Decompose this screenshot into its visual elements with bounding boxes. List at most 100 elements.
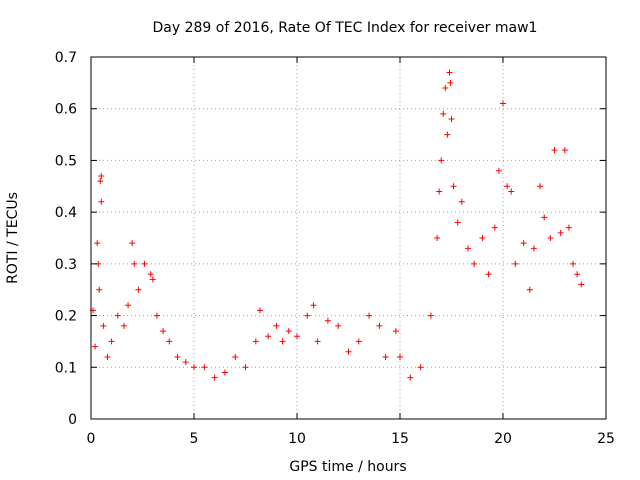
data-point [335, 322, 342, 329]
data-point [120, 322, 127, 329]
data-point [221, 369, 228, 376]
x-tick-label: 5 [190, 431, 199, 447]
y-tick-label: 0 [68, 412, 77, 428]
data-point [557, 229, 564, 236]
data-point [570, 260, 577, 267]
data-point [504, 183, 511, 190]
plot-frame [90, 56, 607, 420]
x-tick-label: 25 [597, 431, 615, 447]
data-point [310, 302, 317, 309]
data-point [464, 245, 471, 252]
data-point [265, 333, 272, 340]
data-point [98, 172, 105, 179]
data-point [436, 188, 443, 195]
data-point [294, 333, 300, 340]
data-point [491, 224, 498, 231]
x-tick-labels: 0 5 10 15 20 25 [87, 431, 615, 447]
data-point [182, 359, 189, 366]
data-point [108, 338, 115, 345]
x-tick-label: 0 [87, 431, 96, 447]
data-point [104, 353, 111, 360]
data-point [135, 286, 142, 293]
data-point [454, 219, 461, 226]
y-tick-label: 0.6 [55, 102, 77, 118]
data-point [447, 79, 454, 86]
data-point [442, 85, 449, 92]
y-axis-label: ROTI / TECUs [5, 192, 21, 284]
data-point [500, 100, 506, 107]
data-point [434, 235, 441, 241]
data-point [471, 260, 478, 267]
data-points [90, 69, 585, 381]
data-point [129, 240, 136, 247]
data-point [520, 240, 527, 247]
data-point [256, 307, 263, 314]
data-point [530, 245, 537, 252]
x-tick-label: 20 [494, 431, 512, 447]
data-point [417, 364, 424, 371]
y-tick-labels: 0 0.1 0.2 0.3 0.4 0.5 0.6 0.7 [55, 50, 77, 428]
data-point [479, 235, 486, 241]
data-point [201, 364, 208, 371]
data-point [392, 328, 399, 335]
data-point [446, 69, 453, 76]
data-point [252, 338, 259, 345]
data-point [147, 271, 154, 278]
y-tick-label: 0.2 [55, 309, 77, 325]
x-axis-label: GPS time / hours [289, 459, 406, 475]
data-point [166, 338, 173, 345]
data-point [141, 260, 148, 267]
data-point [565, 224, 572, 231]
data-point [448, 116, 455, 123]
data-point [114, 312, 121, 319]
data-point [355, 338, 362, 345]
data-point [495, 167, 502, 174]
axis-ticks [90, 56, 607, 420]
data-point [97, 178, 104, 185]
data-point [279, 338, 286, 345]
y-tick-label: 0.4 [55, 205, 77, 221]
data-point [551, 147, 558, 154]
y-tick-label: 0.1 [55, 360, 77, 376]
data-point [366, 312, 373, 319]
y-tick-label: 0.5 [55, 153, 77, 169]
data-point [512, 260, 519, 267]
data-point [444, 131, 451, 138]
data-point [174, 353, 181, 360]
y-tick-label: 0.7 [55, 50, 77, 66]
data-point [232, 353, 239, 360]
data-point [191, 364, 197, 371]
data-point [211, 374, 218, 381]
data-point [397, 353, 403, 360]
data-point [96, 286, 103, 293]
chart-title: Day 289 of 2016, Rate Of TEC Index for r… [153, 20, 538, 36]
data-point [458, 198, 465, 205]
x-tick-label: 10 [288, 431, 306, 447]
data-point [285, 328, 292, 335]
data-point [537, 183, 544, 190]
data-point [541, 214, 548, 221]
data-point [92, 343, 99, 350]
data-point [273, 322, 280, 329]
data-point [376, 322, 383, 329]
data-point [450, 183, 457, 190]
data-point [131, 260, 138, 267]
data-point [508, 188, 515, 195]
data-point [526, 286, 533, 293]
data-point [314, 338, 321, 345]
data-point [153, 312, 160, 319]
data-point [561, 147, 568, 154]
data-point [149, 276, 156, 283]
data-point [324, 317, 331, 324]
grid-lines [91, 57, 606, 419]
data-point [578, 281, 585, 288]
data-point [438, 157, 445, 164]
data-point [98, 198, 105, 205]
data-point [94, 240, 101, 247]
data-point [304, 312, 311, 319]
data-point [100, 322, 107, 329]
data-point [407, 374, 414, 381]
data-point [242, 364, 249, 371]
data-point [160, 328, 167, 335]
